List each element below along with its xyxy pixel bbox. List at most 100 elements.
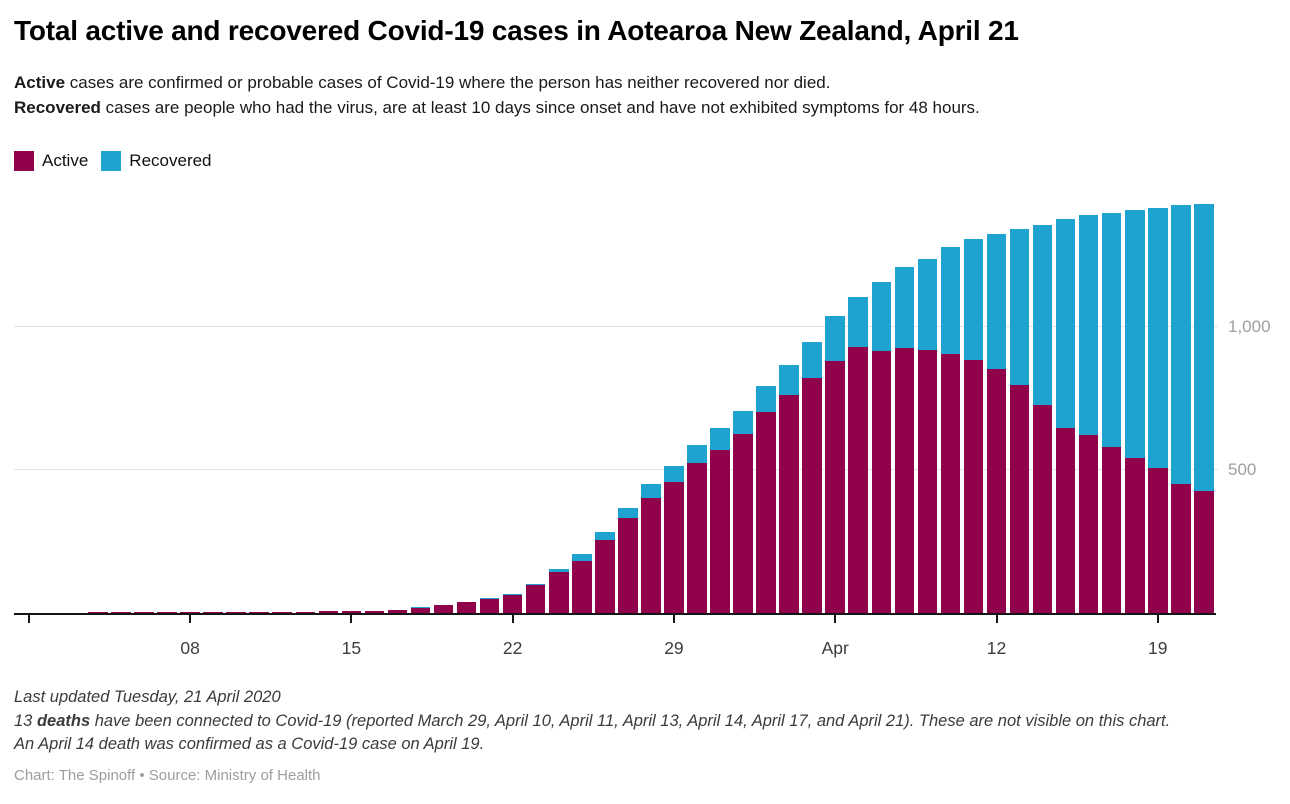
bar-segment-active [88, 612, 108, 613]
bar-segment-recovered [1194, 203, 1214, 492]
bar-segment-active [433, 605, 454, 613]
bar-segment-active [1124, 457, 1145, 613]
bar-segment-recovered [502, 594, 523, 596]
bar-segment-recovered [710, 428, 730, 450]
bar-mar-4[interactable] [88, 190, 108, 613]
bar-apr-3[interactable] [779, 190, 799, 613]
bar-apr-12[interactable] [986, 190, 1007, 613]
bar-segment-recovered [595, 532, 615, 540]
x-axis-tick-49 [1156, 615, 1159, 623]
bar-apr-11[interactable] [963, 190, 984, 613]
bar-mar-29[interactable] [664, 190, 684, 613]
bar-segment-recovered [848, 297, 869, 348]
bar-apr-16[interactable] [1078, 190, 1099, 613]
bar-segment-recovered [963, 239, 984, 360]
bar-apr-17[interactable] [1101, 190, 1122, 613]
bar-segment-active [272, 611, 293, 613]
bar-mar-31[interactable] [710, 190, 730, 613]
bar-segment-recovered [1055, 219, 1076, 428]
bar-mar-27[interactable] [618, 190, 638, 613]
bar-segment-recovered [1078, 215, 1099, 436]
bar-segment-recovered [802, 341, 822, 379]
bar-apr-21[interactable] [1194, 190, 1214, 613]
bar-segment-recovered [479, 598, 500, 599]
bar-mar-19[interactable] [433, 190, 454, 613]
bar-segment-active [825, 360, 845, 613]
bar-mar-25[interactable] [571, 190, 592, 613]
bar-segment-active [710, 449, 730, 613]
bar-apr-1[interactable] [733, 190, 753, 613]
bar-apr-8[interactable] [894, 190, 915, 613]
bar-apr-18[interactable] [1124, 190, 1145, 613]
bar-mar-12[interactable] [272, 190, 293, 613]
bar-segment-active [502, 595, 523, 613]
bar-segment-active [295, 611, 316, 613]
bar-apr-19[interactable] [1147, 190, 1168, 613]
y-axis-label-1000: 1,000 [1228, 317, 1271, 337]
bar-segment-recovered [894, 267, 915, 349]
bar-segment-recovered [1171, 205, 1191, 484]
bar-apr-9[interactable] [917, 190, 938, 613]
bar-segment-recovered [1147, 207, 1168, 469]
bar-mar-7[interactable] [157, 190, 177, 613]
bar-mar-11[interactable] [249, 190, 269, 613]
bar-mar-14[interactable] [318, 190, 339, 613]
bar-segment-recovered [548, 568, 569, 573]
bar-segment-active [917, 349, 938, 613]
bar-mar-3[interactable] [65, 190, 85, 613]
x-axis-tick-21 [511, 615, 514, 623]
bar-apr-2[interactable] [756, 190, 776, 613]
y-axis-label-500: 500 [1228, 460, 1257, 480]
bar-mar-26[interactable] [595, 190, 615, 613]
bar-segment-active [1147, 468, 1168, 613]
bar-apr-15[interactable] [1055, 190, 1076, 613]
bar-mar-17[interactable] [387, 190, 408, 613]
bar-segment-active [1101, 446, 1122, 613]
bar-mar-22[interactable] [502, 190, 523, 613]
bar-mar-10[interactable] [226, 190, 246, 613]
bar-segment-active [894, 348, 915, 613]
bar-mar-16[interactable] [364, 190, 385, 613]
bar-mar-5[interactable] [111, 190, 131, 613]
bar-segment-active [1009, 384, 1030, 613]
bar-apr-14[interactable] [1032, 190, 1053, 613]
bar-apr-20[interactable] [1171, 190, 1191, 613]
bar-mar-20[interactable] [456, 190, 477, 613]
bar-apr-10[interactable] [940, 190, 961, 613]
bar-apr-13[interactable] [1009, 190, 1030, 613]
bar-mar-30[interactable] [687, 190, 707, 613]
x-axis-label-22: 22 [502, 638, 523, 658]
gridline-500 [14, 469, 1218, 471]
bar-mar-1[interactable] [19, 190, 39, 613]
bar-mar-2[interactable] [42, 190, 62, 613]
bar-segment-recovered [1124, 209, 1145, 458]
bar-apr-7[interactable] [871, 190, 892, 613]
bar-segment-recovered [687, 444, 707, 463]
description-text-active: cases are confirmed or probable cases of… [65, 73, 831, 92]
description-text-recovered: cases are people who had the virus, are … [100, 98, 980, 117]
bar-segment-active [341, 610, 362, 613]
bar-mar-23[interactable] [525, 190, 546, 613]
bar-mar-18[interactable] [410, 190, 431, 613]
bar-apr-6[interactable] [848, 190, 869, 613]
bar-mar-24[interactable] [548, 190, 569, 613]
description-line-active: Active cases are confirmed or probable c… [14, 70, 980, 95]
bar-mar-15[interactable] [341, 190, 362, 613]
footer: Last updated Tuesday, 21 April 2020 13 d… [14, 686, 1170, 788]
bar-segment-recovered [940, 247, 961, 355]
source-line: Chart: The Spinoff • Source: Ministry of… [14, 767, 321, 785]
bar-segment-active [1171, 483, 1191, 613]
bar-mar-13[interactable] [295, 190, 316, 613]
bar-segment-active [871, 350, 892, 613]
bar-segment-recovered [641, 484, 661, 499]
bar-mar-6[interactable] [134, 190, 154, 613]
bar-mar-21[interactable] [479, 190, 500, 613]
bar-mar-9[interactable] [203, 190, 223, 613]
bar-mar-8[interactable] [180, 190, 200, 613]
bar-mar-28[interactable] [641, 190, 661, 613]
bar-segment-active [249, 611, 269, 613]
bar-apr-5[interactable] [825, 190, 845, 613]
bar-segment-recovered [779, 365, 799, 395]
bar-apr-4[interactable] [802, 190, 822, 613]
footnote-april14: An April 14 death was confirmed as a Cov… [14, 735, 485, 754]
